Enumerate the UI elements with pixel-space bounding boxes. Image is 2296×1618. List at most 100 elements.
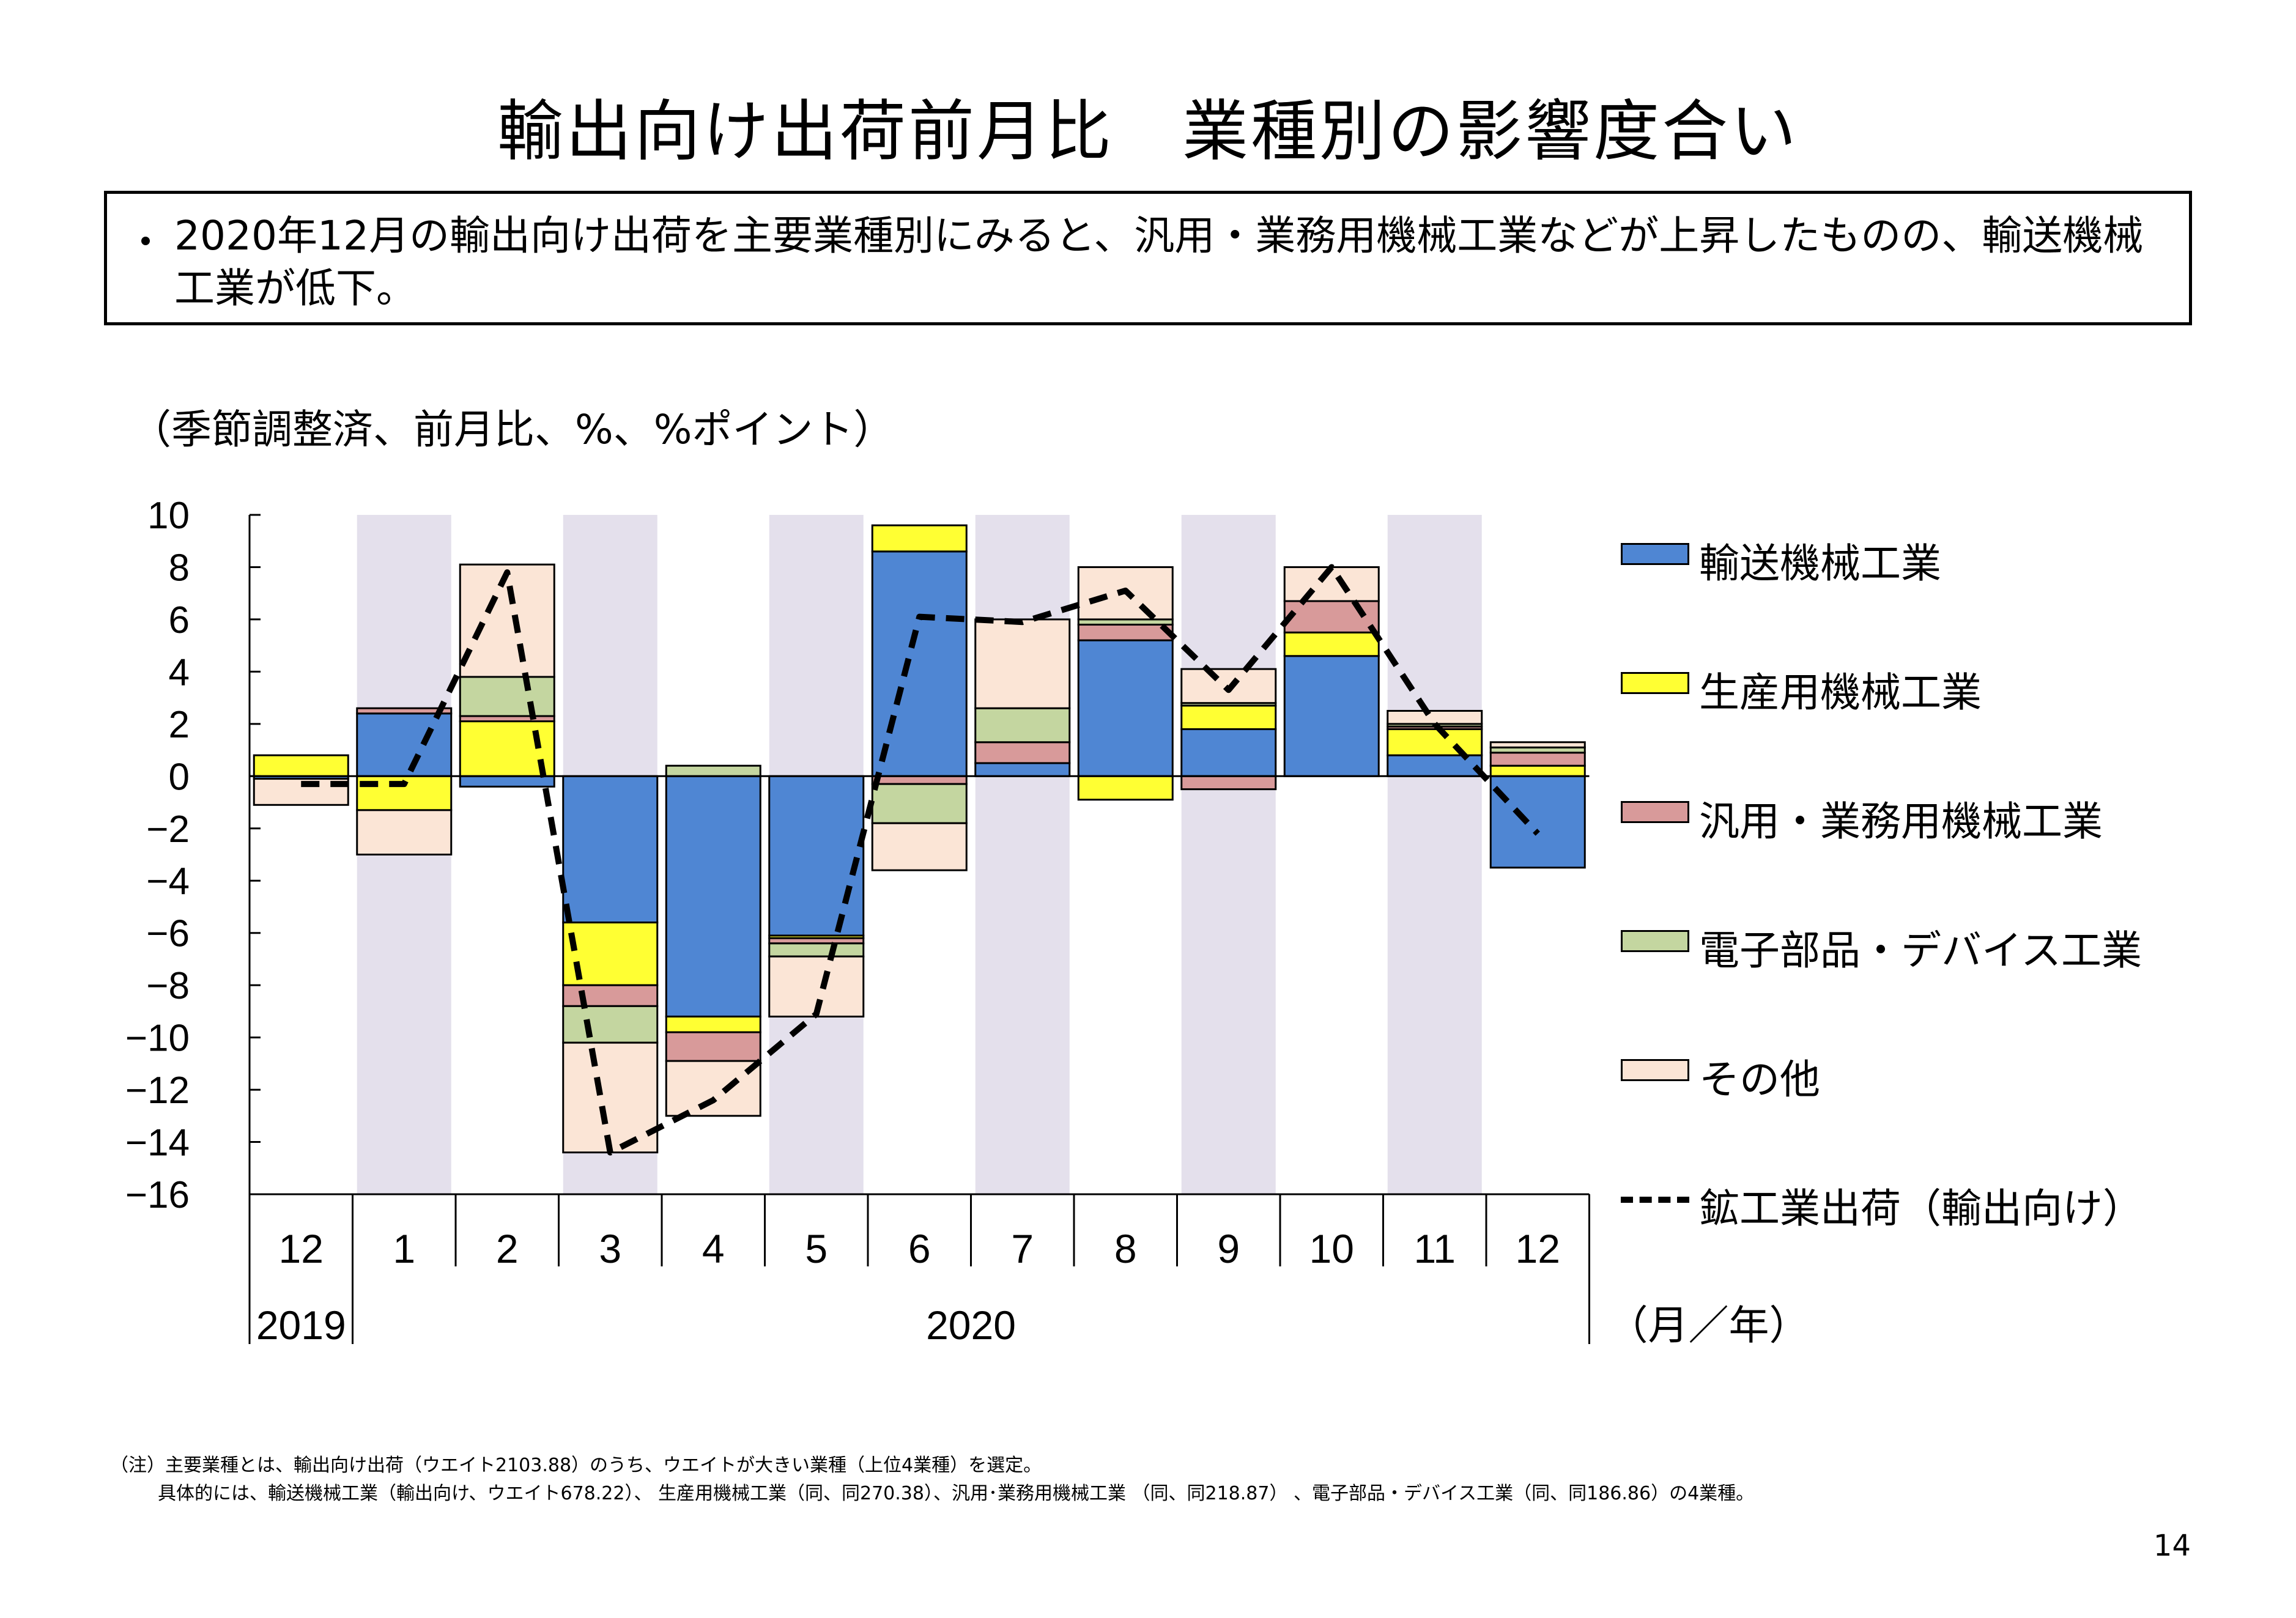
shade-band-11 xyxy=(1387,515,1482,1194)
bar-transport-8 xyxy=(1077,639,1174,777)
bar-general-12 xyxy=(1489,752,1586,767)
total-line-layer xyxy=(301,564,1540,1156)
y-tick-label: −2 xyxy=(146,808,190,851)
y-tick-label: −10 xyxy=(125,1018,190,1060)
bar-other-12 xyxy=(1489,741,1586,748)
x-tick-label: 11 xyxy=(1413,1226,1456,1271)
bar-transport-4 xyxy=(665,775,761,1018)
bar-general-8 xyxy=(1077,623,1174,641)
bar-general-1 xyxy=(356,707,453,715)
summary-box: ・ 2020年12月の輸出向け出荷を主要業種別にみると、汎用・業務用機械工業など… xyxy=(104,191,2192,325)
shade-band-9 xyxy=(1181,515,1276,1194)
bar-transport-10 xyxy=(1283,655,1380,777)
y-tick-label: 4 xyxy=(169,651,190,693)
bar-general-7 xyxy=(974,741,1071,764)
x-tick-label: 5 xyxy=(805,1226,828,1271)
bar-other-10 xyxy=(1283,566,1380,602)
bar-other-3 xyxy=(562,1041,659,1154)
bar-general-10 xyxy=(1283,600,1380,634)
legend-label-other: その他 xyxy=(1699,1056,1820,1103)
x-tick-label: 3 xyxy=(599,1226,621,1271)
bar-production-8 xyxy=(1077,775,1174,801)
bar-transport-5 xyxy=(768,775,865,937)
bar-transport-12 xyxy=(1489,775,1586,869)
x-tick-label: 12 xyxy=(1516,1226,1560,1271)
bar-transport-9 xyxy=(1180,728,1277,777)
legend-label-production: 生産用機械工業 xyxy=(1699,669,1982,716)
bar-electronic-6 xyxy=(871,783,968,824)
y-tick-label: −4 xyxy=(146,860,190,903)
x-axis-unit-label: （月／年） xyxy=(1608,1302,1810,1349)
x-tick-label: 4 xyxy=(702,1226,725,1271)
y-tick-label: 8 xyxy=(169,547,190,589)
x-tick-label: 1 xyxy=(393,1226,415,1271)
y-tick-label: 10 xyxy=(147,495,190,537)
legend-swatch-other xyxy=(1621,1059,1689,1081)
shade-band-7 xyxy=(975,515,1070,1194)
bar-other-1 xyxy=(356,809,453,855)
bar-electronic-2 xyxy=(459,676,555,717)
summary-text: 2020年12月の輸出向け出荷を主要業種別にみると、汎用・業務用機械工業などが上… xyxy=(174,212,2144,312)
legend-swatch-production xyxy=(1621,672,1689,694)
y-tick-label: 2 xyxy=(169,704,190,746)
x-tick-label: 6 xyxy=(908,1226,931,1271)
bar-transport-7 xyxy=(974,762,1071,777)
bar-production-9 xyxy=(1180,704,1277,730)
x-tick-label: 9 xyxy=(1217,1226,1240,1271)
bar-electronic-5 xyxy=(768,942,865,958)
bar-general-3 xyxy=(562,984,659,1007)
bar-general-9 xyxy=(1180,775,1277,791)
footnote-line-1: （注）主要業種とは、輸出向け出荷（ウエイト2103.88）のうち、ウエイトが大き… xyxy=(110,1455,1042,1476)
legend-swatch-electronic xyxy=(1621,930,1689,952)
bar-general-6 xyxy=(871,775,968,785)
bar-transport-3 xyxy=(562,775,659,924)
legend-label-transport: 輸送機械工業 xyxy=(1699,540,1941,587)
bar-production-12 xyxy=(1489,764,1586,777)
year-label: 2019 xyxy=(256,1302,346,1348)
year-label: 2020 xyxy=(926,1302,1016,1348)
y-axis-unit-label: （季節調整済、前月比、%、%ポイント） xyxy=(131,406,894,453)
bar-electronic-4 xyxy=(665,764,761,777)
bar-transport-6 xyxy=(871,550,968,777)
x-tick-label: 10 xyxy=(1309,1226,1354,1271)
total-shipments-line xyxy=(301,564,1540,1156)
bar-other-11 xyxy=(1387,709,1483,725)
legend-label-general: 汎用・業務用機械工業 xyxy=(1699,798,2103,845)
page-number: 14 xyxy=(2153,1529,2191,1563)
legend-label-line: 鉱工業出荷（輸出向け） xyxy=(1699,1185,2143,1232)
legend-swatch-transport xyxy=(1621,543,1689,565)
bar-electronic-7 xyxy=(974,707,1071,744)
x-tick-label: 7 xyxy=(1011,1226,1034,1271)
x-tick-label: 12 xyxy=(279,1226,324,1271)
bar-other-7 xyxy=(974,618,1071,709)
summary-bullet: ・ xyxy=(125,219,166,266)
x-tick-label: 2 xyxy=(496,1226,519,1271)
y-tick-label: 6 xyxy=(169,599,190,641)
y-tick-label: −16 xyxy=(125,1174,190,1216)
legend-dash-line xyxy=(1621,1197,1689,1203)
bar-transport-2 xyxy=(459,775,555,788)
legend-swatch-general xyxy=(1621,801,1689,823)
bar-electronic-3 xyxy=(562,1005,659,1044)
bar-production-11 xyxy=(1387,728,1483,756)
y-tick-label: −6 xyxy=(146,913,190,955)
y-tick-label: 0 xyxy=(169,756,190,798)
bar-general-4 xyxy=(665,1031,761,1062)
bar-transport-1 xyxy=(356,712,453,777)
axes xyxy=(248,514,1590,1344)
page-title: 輸出向け出荷前月比 業種別の影響度合い xyxy=(497,94,1799,170)
footnote-line-2: 具体的には、輸送機械工業（輸出向け、ウエイト678.22）、 生産用機械工業（同… xyxy=(158,1483,1755,1504)
x-tick-label: 8 xyxy=(1114,1226,1137,1271)
bar-segments xyxy=(253,524,1586,1154)
y-tick-label: −14 xyxy=(125,1122,190,1164)
y-tick-label: −8 xyxy=(146,965,190,1007)
bar-production-10 xyxy=(1283,631,1380,657)
bar-transport-11 xyxy=(1387,754,1483,777)
footnote: （注）主要業種とは、輸出向け出荷（ウエイト2103.88）のうち、ウエイトが大き… xyxy=(110,1452,1754,1508)
bar-other-6 xyxy=(871,822,968,871)
legend-label-electronic: 電子部品・デバイス工業 xyxy=(1699,927,2142,974)
bar-production-0 xyxy=(253,754,349,777)
bar-production-6 xyxy=(871,524,968,553)
